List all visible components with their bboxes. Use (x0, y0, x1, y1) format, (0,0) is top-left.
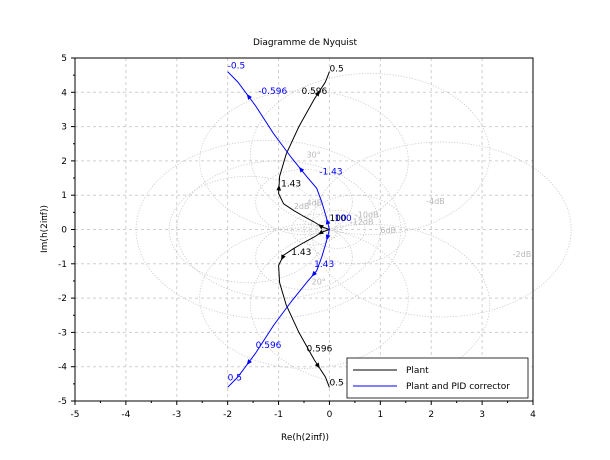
x-tick-label: 4 (530, 410, 536, 420)
annotation-layer: 0.5 0.596 1.43 100 0.5 0.596 1.43 -0.5 -0.596 -1.… (228, 61, 352, 388)
x-tick-label: -1 (274, 410, 283, 420)
series-annotation: 0.5 (329, 65, 343, 75)
series-annotation: 0.5 (329, 379, 343, 389)
y-tick-label: 1 (61, 191, 67, 201)
series-annotation: 0.596 (256, 341, 282, 351)
legend-label-pid: Plant and PID corrector (406, 382, 510, 392)
y-tick-label: -5 (58, 397, 67, 407)
x-tick-label: -5 (71, 410, 80, 420)
series-arrow (315, 363, 320, 369)
x-tick-label: -4 (121, 410, 130, 420)
series-annotation: 1.43 (281, 180, 301, 190)
y-tick-label: 4 (61, 88, 67, 98)
y-tick-label: -1 (58, 260, 67, 270)
x-tick-label: -2 (223, 410, 232, 420)
y-axis-label: Im(h(2iπf)) (40, 205, 50, 253)
x-tick-label: 1 (377, 410, 383, 420)
y-tick-label: 0 (61, 226, 67, 236)
x-tick-label: 2 (428, 410, 434, 420)
series-arrow (247, 94, 252, 100)
chart-grid-label: 6dB (380, 226, 396, 235)
series-annotation: 100 (335, 214, 352, 224)
y-tick-label: 3 (61, 123, 67, 133)
series-arrow (247, 359, 252, 365)
series-annotation: 0.596 (301, 87, 327, 97)
x-tick-label: 3 (479, 410, 485, 420)
series-annotation: 1.43 (291, 248, 311, 258)
legend: Plant Plant and PID corrector (347, 358, 528, 398)
chart-grid-label: 30° (307, 150, 321, 159)
chart-grid-label: -4dB (426, 197, 445, 206)
series-annotation: 1.43 (314, 260, 334, 270)
y-tick-label: 2 (61, 157, 67, 167)
chart-title: Diagramme de Nyquist (253, 38, 358, 48)
series-annotation: 0.5 (228, 373, 242, 383)
chart-grid-label: 20° (312, 277, 326, 286)
chart-grid-label: -2dB (513, 250, 532, 259)
series-annotation: -0.596 (258, 87, 287, 97)
series-annotation: 0.596 (307, 344, 333, 354)
chart-grid-label: -12dB (350, 217, 374, 226)
y-tick-label: -3 (58, 328, 67, 338)
y-tick-label: 5 (61, 54, 67, 64)
chart-grid-label: 2dB (294, 202, 310, 211)
legend-box (347, 358, 528, 398)
series-annotation: -1.43 (319, 168, 342, 178)
x-tick-label: -3 (172, 410, 181, 420)
series-annotation: -0.5 (228, 61, 246, 71)
x-tick-label: 0 (327, 410, 333, 420)
x-axis-label: Re(h(2iπf)) (281, 433, 329, 443)
y-tick-label: -4 (58, 363, 67, 373)
y-tick-label: -2 (58, 294, 67, 304)
legend-label-plant: Plant (406, 366, 429, 376)
